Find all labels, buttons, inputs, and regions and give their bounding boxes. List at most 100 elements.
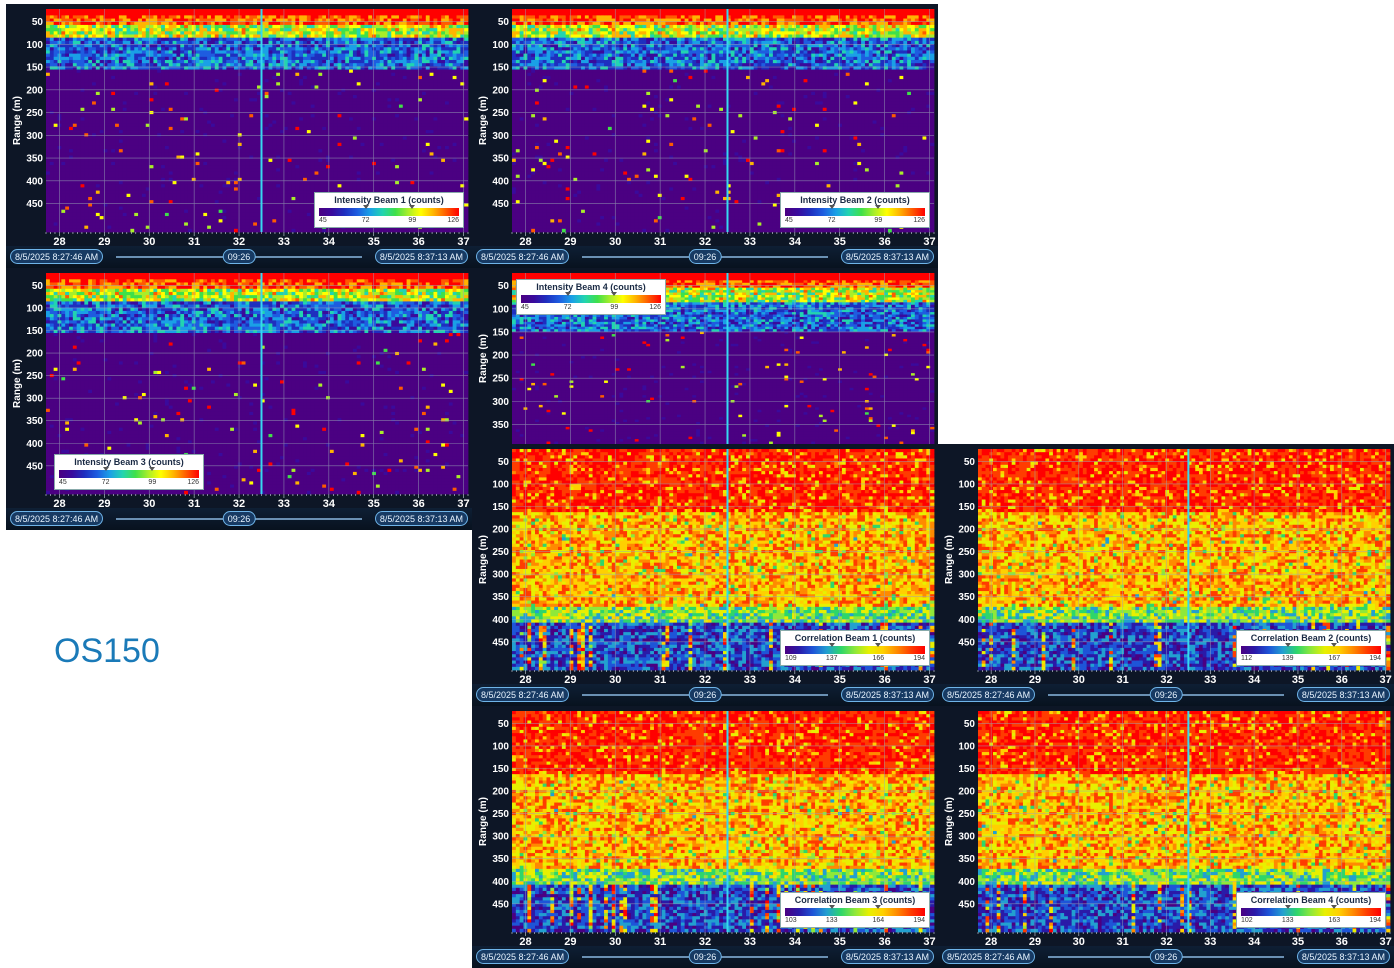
x-tick-label: 30 bbox=[1073, 936, 1085, 946]
colorbar-tick-label: 126 bbox=[913, 217, 925, 224]
range-end-label[interactable]: 8/5/2025 8:37:13 AM bbox=[1297, 687, 1390, 702]
time-range-bar[interactable]: 8/5/2025 8:27:46 AM 09:26 8/5/2025 8:37:13… bbox=[938, 946, 1394, 968]
time-range-bar[interactable]: 8/5/2025 8:27:46 AM 09:26 8/5/2025 8:37:13… bbox=[6, 508, 472, 530]
y-axis-label: Range (m) bbox=[944, 797, 955, 846]
time-range-bar[interactable]: 8/5/2025 8:27:46 AM 09:26 8/5/2025 8:37:13… bbox=[472, 946, 938, 968]
range-start-label[interactable]: 8/5/2025 8:27:46 AM bbox=[10, 511, 103, 526]
legend-title: Correlation Beam 2 (counts) bbox=[1241, 633, 1381, 644]
y-tick-label: 250 bbox=[492, 809, 509, 820]
y-axis-label: Range (m) bbox=[478, 334, 489, 383]
range-start-label[interactable]: 8/5/2025 8:27:46 AM bbox=[476, 687, 569, 702]
colorbar-tick-label: 126 bbox=[649, 304, 661, 311]
colorbar-tick-label: 112 bbox=[1241, 655, 1252, 662]
y-tick-label: 250 bbox=[492, 374, 509, 385]
range-end-label[interactable]: 8/5/2025 8:37:13 AM bbox=[841, 949, 934, 964]
x-tick-label: 33 bbox=[744, 936, 756, 946]
x-tick-label: 31 bbox=[188, 498, 200, 508]
colorbar-tick-label: 45 bbox=[521, 304, 529, 311]
range-start-label[interactable]: 8/5/2025 8:27:46 AM bbox=[476, 249, 569, 264]
x-tick-label: 34 bbox=[323, 236, 336, 246]
colorbar-tick-label: 109 bbox=[785, 655, 797, 662]
y-tick-label: 400 bbox=[958, 615, 975, 626]
y-tick-label: 300 bbox=[492, 397, 509, 408]
x-tick-label: 35 bbox=[368, 498, 380, 508]
y-tick-label: 350 bbox=[958, 854, 975, 865]
y-tick-label: 300 bbox=[492, 570, 509, 581]
y-tick-label: 350 bbox=[492, 154, 509, 165]
range-end-label[interactable]: 8/5/2025 8:37:13 AM bbox=[375, 249, 468, 264]
y-tick-label: 350 bbox=[958, 592, 975, 603]
y-tick-label: 350 bbox=[26, 416, 43, 427]
legend-title: Correlation Beam 4 (counts) bbox=[1241, 895, 1381, 906]
x-tick-label: 35 bbox=[834, 936, 846, 946]
colorbar-gradient bbox=[59, 470, 199, 478]
x-tick-label: 31 bbox=[654, 936, 666, 946]
x-tick-label: 37 bbox=[457, 498, 469, 508]
x-tick-label: 36 bbox=[1336, 936, 1348, 946]
colorbar-gradient bbox=[319, 208, 459, 216]
correlation-beam-2-panel: 50 100 150 200 250 300 350 400 450 Range (m) 28 29 3… bbox=[938, 444, 1394, 706]
y-tick-label: 150 bbox=[26, 63, 43, 74]
y-axis-label: Range (m) bbox=[478, 96, 489, 145]
range-start-label[interactable]: 8/5/2025 8:27:46 AM bbox=[942, 949, 1035, 964]
y-tick-label: 450 bbox=[492, 899, 509, 910]
y-tick-label: 300 bbox=[26, 131, 43, 142]
time-range-bar[interactable]: 8/5/2025 8:27:46 AM 09:26 8/5/2025 8:37:13… bbox=[938, 684, 1394, 706]
x-tick-label: 31 bbox=[654, 674, 666, 684]
range-start-label[interactable]: 8/5/2025 8:27:46 AM bbox=[942, 687, 1035, 702]
time-range-bar[interactable]: 8/5/2025 8:27:46 AM 09:26 8/5/2025 8:37:13… bbox=[472, 246, 938, 268]
x-tick-label: 32 bbox=[699, 674, 711, 684]
time-range-bar[interactable]: 8/5/2025 8:27:46 AM 09:26 8/5/2025 8:37:13… bbox=[472, 684, 938, 706]
y-tick-label: 100 bbox=[958, 741, 975, 752]
colorbar-tick-label: 99 bbox=[148, 479, 156, 486]
x-tick-label: 35 bbox=[834, 236, 846, 246]
colorbar-legend: Intensity Beam 1 (counts) 45 72 99 126 bbox=[314, 192, 464, 228]
x-tick-label: 34 bbox=[323, 498, 336, 508]
cursor-time-label[interactable]: 09:26 bbox=[689, 249, 722, 264]
y-tick-label: 300 bbox=[958, 570, 975, 581]
colorbar-tick-label: 99 bbox=[610, 304, 618, 311]
x-tick-label: 29 bbox=[564, 936, 576, 946]
x-tick-label: 34 bbox=[789, 936, 802, 946]
colorbar-tick-label: 194 bbox=[1369, 655, 1381, 662]
colorbar-marker bbox=[829, 643, 835, 647]
cursor-time-label[interactable]: 09:26 bbox=[1150, 687, 1183, 702]
y-tick-label: 400 bbox=[492, 615, 509, 626]
range-start-label[interactable]: 8/5/2025 8:27:46 AM bbox=[10, 249, 103, 264]
cursor-time-label[interactable]: 09:26 bbox=[689, 687, 722, 702]
y-tick-label: 350 bbox=[26, 154, 43, 165]
y-tick-label: 150 bbox=[492, 63, 509, 74]
colorbar-legend: Correlation Beam 3 (counts) 103 133 164 194 bbox=[780, 892, 930, 928]
x-tick-label: 37 bbox=[1379, 674, 1391, 684]
colorbar-marker bbox=[1285, 643, 1291, 647]
range-start-label[interactable]: 8/5/2025 8:27:46 AM bbox=[476, 949, 569, 964]
x-tick-label: 34 bbox=[1248, 936, 1261, 946]
range-end-label[interactable]: 8/5/2025 8:37:13 AM bbox=[841, 687, 934, 702]
range-end-label[interactable]: 8/5/2025 8:37:13 AM bbox=[1297, 949, 1390, 964]
y-tick-label: 400 bbox=[26, 439, 43, 450]
range-end-label[interactable]: 8/5/2025 8:37:13 AM bbox=[375, 511, 468, 526]
correlation-beam-1-panel: 50 100 150 200 250 300 350 400 450 Range (m) 28 29 3… bbox=[472, 444, 938, 706]
time-range-bar[interactable]: 8/5/2025 8:27:46 AM 09:26 8/5/2025 8:37:13… bbox=[6, 246, 472, 268]
colorbar-marker bbox=[1331, 643, 1337, 647]
colorbar-tick-label: 194 bbox=[913, 917, 925, 924]
range-end-label[interactable]: 8/5/2025 8:37:13 AM bbox=[841, 249, 934, 264]
colorbar-marker bbox=[611, 292, 617, 296]
cursor-time-label[interactable]: 09:26 bbox=[1150, 949, 1183, 964]
x-tick-label: 34 bbox=[789, 236, 802, 246]
x-tick-label: 32 bbox=[699, 936, 711, 946]
y-tick-label: 200 bbox=[492, 787, 509, 798]
cursor-time-label[interactable]: 09:26 bbox=[223, 511, 256, 526]
colorbar-marker bbox=[829, 905, 835, 909]
y-tick-label: 100 bbox=[26, 303, 43, 314]
x-tick-label: 28 bbox=[519, 936, 531, 946]
cursor-time-label[interactable]: 09:26 bbox=[223, 249, 256, 264]
cursor-time-label[interactable]: 09:26 bbox=[689, 949, 722, 964]
y-tick-label: 450 bbox=[26, 461, 43, 472]
colorbar-tick-label: 194 bbox=[913, 655, 925, 662]
intensity-beam-3-panel: 50 100 150 200 250 300 350 400 450 Range (m) 28 29 3… bbox=[6, 268, 472, 530]
y-tick-label: 250 bbox=[26, 108, 43, 119]
y-tick-label: 100 bbox=[492, 741, 509, 752]
x-tick-label: 32 bbox=[1160, 936, 1172, 946]
x-tick-label: 31 bbox=[1117, 936, 1129, 946]
